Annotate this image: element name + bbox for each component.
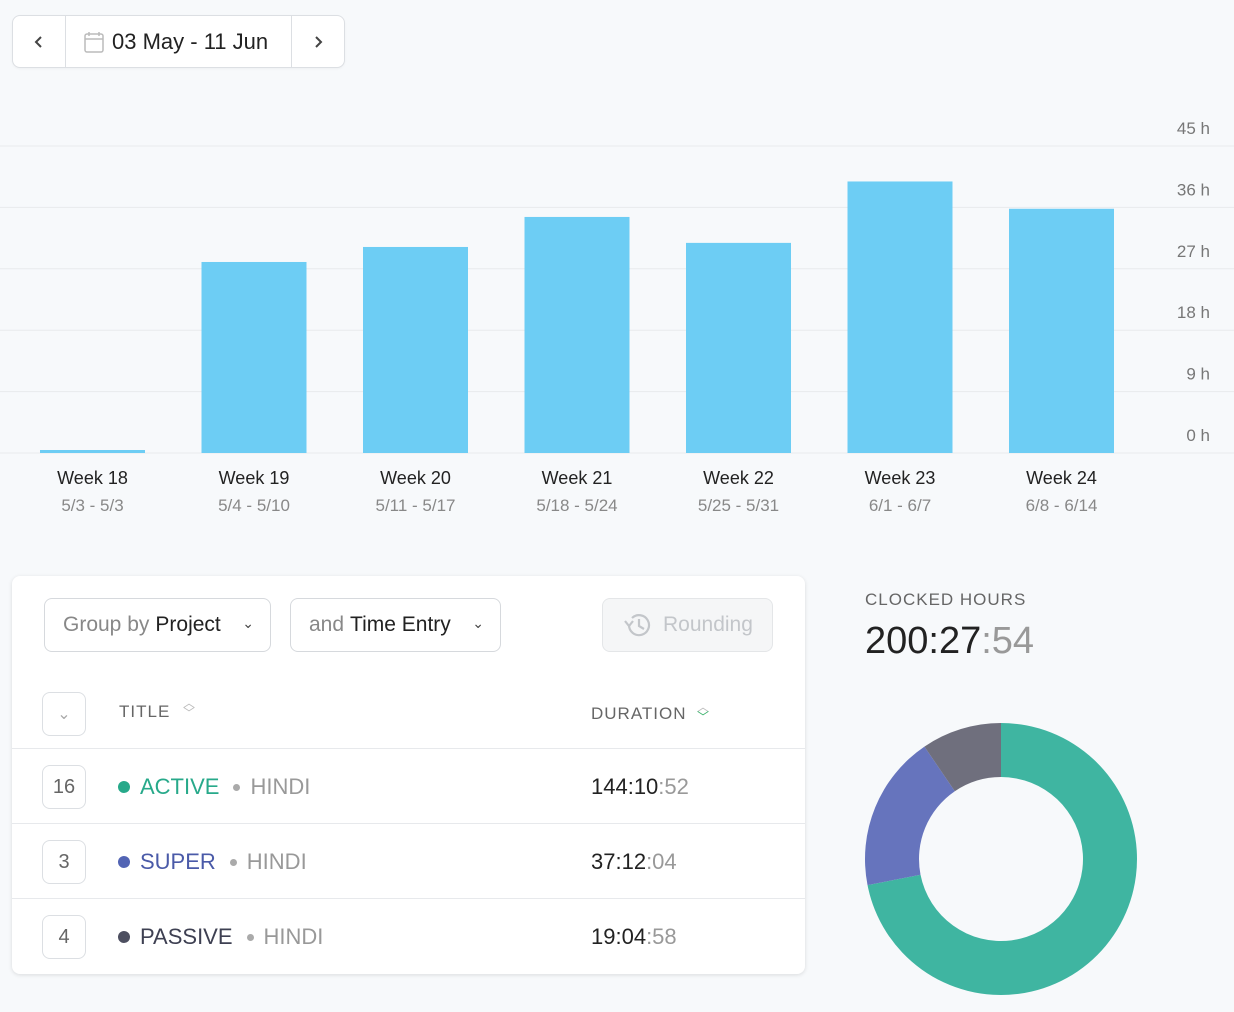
sub-group-dropdown[interactable]: and Time Entry ⌄ — [290, 598, 501, 652]
chevron-down-icon: ⌄ — [57, 706, 71, 723]
project-color-dot — [118, 931, 130, 943]
row-count[interactable]: 16 — [42, 765, 86, 809]
previous-range-button[interactable] — [13, 16, 66, 67]
x-tick-label: Week 19 — [219, 468, 290, 488]
clocked-hours-label: CLOCKED HOURS — [865, 590, 1027, 609]
bar[interactable] — [1009, 208, 1114, 453]
row-duration: 37:12:04 — [591, 849, 677, 875]
duration-seconds: :52 — [658, 774, 689, 799]
next-range-button[interactable] — [291, 16, 344, 67]
x-tick-sublabel: 5/18 - 5/24 — [536, 496, 617, 515]
x-tick-label: Week 20 — [380, 468, 451, 488]
x-tick-label: Week 21 — [542, 468, 613, 488]
date-range-text: 03 May - 11 Jun — [112, 28, 269, 54]
row-title: PASSIVE HINDI — [118, 924, 323, 950]
clocked-hours-main: 200:27 — [865, 620, 982, 662]
group-by-dropdown[interactable]: Group by Project ⌄ — [44, 598, 271, 652]
x-tick-label: Week 23 — [865, 468, 936, 488]
history-icon — [624, 614, 651, 637]
row-title: SUPER HINDI — [118, 849, 307, 875]
expand-all-toggle[interactable]: ⌄ — [42, 692, 86, 736]
y-tick-label: 9 h — [1186, 365, 1210, 384]
row-title: ACTIVE HINDI — [118, 774, 310, 800]
row-count[interactable]: 4 — [42, 915, 86, 959]
duration-main: 19:04 — [591, 924, 647, 949]
x-tick-sublabel: 5/3 - 5/3 — [61, 496, 123, 515]
x-tick-label: Week 18 — [57, 468, 128, 488]
x-tick-label: Week 24 — [1026, 468, 1097, 488]
donut-segment-passive[interactable] — [924, 723, 1001, 792]
y-tick-label: 45 h — [1177, 119, 1210, 138]
table-header: ⌄ TITLE ︿ ﹀ DURATION ︿ ﹀ — [12, 692, 805, 749]
title-column-header[interactable]: TITLE — [119, 702, 171, 721]
y-tick-label: 36 h — [1177, 180, 1210, 199]
client-name: HINDI — [263, 924, 324, 949]
sort-duration-icon[interactable]: ︿ ﹀ — [697, 700, 710, 724]
table-row[interactable]: 3 SUPER HINDI 37:12:04 — [12, 824, 805, 899]
project-name: PASSIVE — [140, 924, 233, 949]
chevron-down-icon: ⌄ — [472, 615, 484, 631]
donut-segment-super[interactable] — [865, 746, 955, 886]
row-duration: 19:04:58 — [591, 924, 677, 950]
clocked-hours-seconds: :54 — [981, 620, 1035, 662]
bar[interactable] — [524, 216, 630, 453]
project-color-dot — [118, 856, 130, 868]
row-duration: 144:10:52 — [591, 774, 689, 800]
chevron-left-icon — [34, 35, 42, 48]
donut-segment-active[interactable] — [867, 723, 1137, 995]
table-row[interactable]: 16 ACTIVE HINDI 144:10:52 — [12, 749, 805, 824]
duration-seconds: :58 — [646, 924, 677, 949]
duration-column-header[interactable]: DURATION — [591, 704, 687, 723]
project-share-donut-chart — [865, 723, 1137, 995]
bar[interactable] — [847, 181, 953, 453]
duration-main: 37:12 — [591, 849, 647, 874]
row-count[interactable]: 3 — [42, 840, 86, 884]
clocked-hours-value: 200:27:54 — [865, 620, 1034, 663]
x-tick-label: Week 22 — [703, 468, 774, 488]
chevron-right-icon — [315, 35, 323, 48]
project-name: SUPER — [140, 849, 216, 874]
bar[interactable] — [201, 261, 307, 453]
date-range-label[interactable]: 03 May - 11 Jun — [66, 16, 291, 67]
date-range-picker: 03 May - 11 Jun — [12, 15, 345, 68]
sub-group-prefix: and — [309, 613, 345, 636]
sub-group-value: Time Entry — [350, 613, 451, 636]
group-by-prefix: Group by — [63, 613, 150, 636]
project-name: ACTIVE — [140, 774, 220, 799]
rounding-label: Rounding — [663, 613, 753, 636]
bar[interactable] — [40, 450, 145, 453]
table-row[interactable]: 4 PASSIVE HINDI 19:04:58 — [12, 899, 805, 974]
table-toolbar: Group by Project ⌄ and Time Entry ⌄ Roun… — [44, 598, 773, 652]
separator-dot — [246, 933, 254, 941]
x-tick-sublabel: 6/1 - 6/7 — [869, 496, 931, 515]
summary-table-card: Group by Project ⌄ and Time Entry ⌄ Roun… — [12, 576, 805, 974]
chevron-down-icon: ⌄ — [242, 615, 254, 631]
project-color-dot — [118, 781, 130, 793]
x-tick-sublabel: 5/4 - 5/10 — [218, 496, 290, 515]
x-tick-sublabel: 6/8 - 6/14 — [1026, 496, 1098, 515]
x-tick-sublabel: 5/11 - 5/17 — [375, 496, 455, 515]
weekly-hours-bar-chart: 0 h 9 h 18 h 27 h 36 h 45 h Week 18 5/3 - 5/3 We… — [0, 119, 1234, 515]
separator-dot — [229, 858, 237, 866]
calendar-icon — [84, 31, 104, 53]
rounding-button[interactable]: Rounding — [602, 598, 773, 652]
bar[interactable] — [363, 246, 468, 453]
separator-dot — [233, 783, 241, 791]
duration-main: 144:10 — [591, 774, 659, 799]
client-name: HINDI — [250, 774, 311, 799]
y-tick-label: 27 h — [1177, 242, 1210, 261]
bar[interactable] — [686, 242, 791, 453]
x-tick-sublabel: 5/25 - 5/31 — [698, 496, 779, 515]
duration-seconds: :04 — [646, 849, 677, 874]
group-by-value: Project — [155, 613, 221, 636]
sort-title-icon[interactable]: ︿ ﹀ — [183, 696, 196, 720]
client-name: HINDI — [246, 849, 307, 874]
y-tick-label: 18 h — [1177, 303, 1210, 322]
y-tick-label: 0 h — [1186, 426, 1210, 445]
